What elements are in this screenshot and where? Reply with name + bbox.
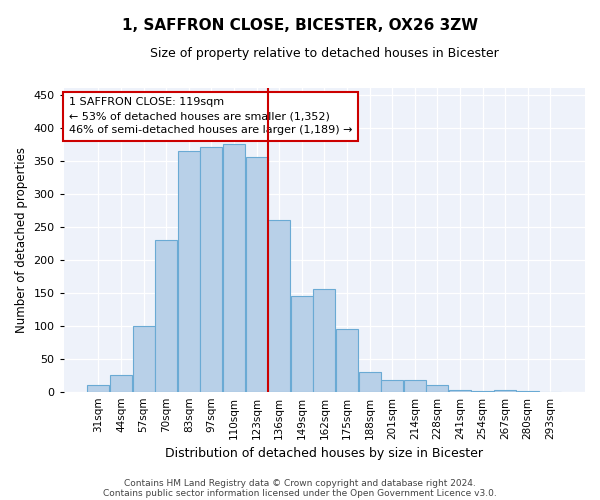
Bar [313, 290, 335, 392]
Bar [223, 144, 245, 392]
Bar [268, 220, 290, 392]
Text: 1 SAFFRON CLOSE: 119sqm
← 53% of detached houses are smaller (1,352)
46% of semi: 1 SAFFRON CLOSE: 119sqm ← 53% of detache… [69, 97, 352, 135]
Bar [133, 326, 155, 392]
Bar [200, 148, 223, 392]
Bar [110, 375, 132, 392]
Bar [359, 372, 380, 392]
Bar [336, 329, 358, 392]
Bar [291, 296, 313, 392]
Text: 1, SAFFRON CLOSE, BICESTER, OX26 3ZW: 1, SAFFRON CLOSE, BICESTER, OX26 3ZW [122, 18, 478, 32]
Bar [381, 380, 403, 392]
Bar [404, 380, 426, 392]
Bar [88, 385, 109, 392]
X-axis label: Distribution of detached houses by size in Bicester: Distribution of detached houses by size … [166, 447, 484, 460]
Title: Size of property relative to detached houses in Bicester: Size of property relative to detached ho… [150, 48, 499, 60]
Bar [494, 390, 516, 392]
Bar [245, 158, 268, 392]
Bar [472, 391, 494, 392]
Bar [517, 391, 539, 392]
Text: Contains HM Land Registry data © Crown copyright and database right 2024.: Contains HM Land Registry data © Crown c… [124, 478, 476, 488]
Bar [449, 390, 471, 392]
Y-axis label: Number of detached properties: Number of detached properties [15, 147, 28, 333]
Text: Contains public sector information licensed under the Open Government Licence v3: Contains public sector information licen… [103, 488, 497, 498]
Bar [178, 151, 200, 392]
Bar [427, 385, 448, 392]
Bar [155, 240, 177, 392]
